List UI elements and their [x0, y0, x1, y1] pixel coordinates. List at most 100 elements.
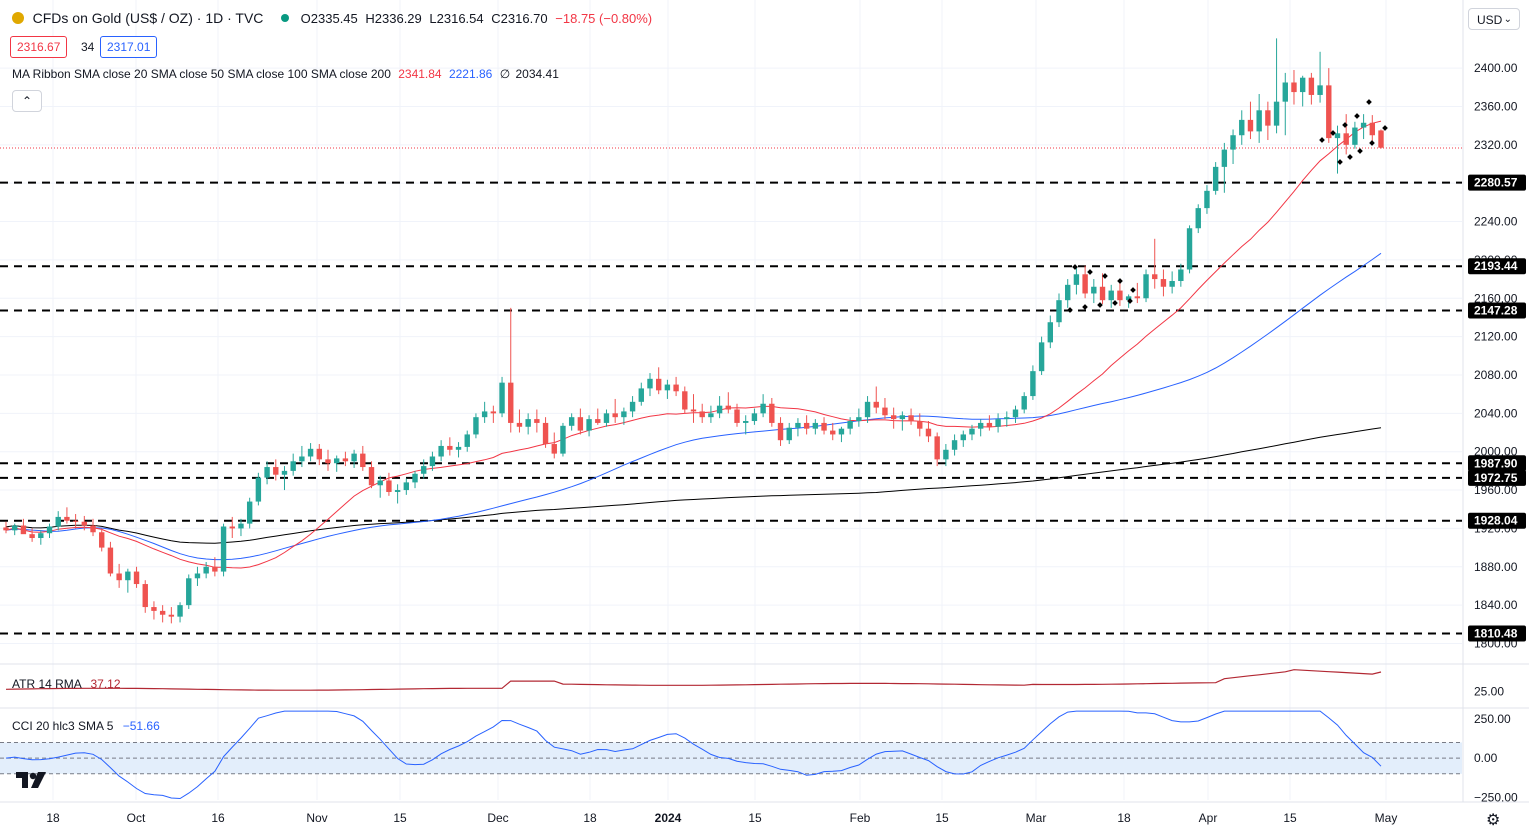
- candle-body: [1117, 290, 1123, 301]
- chevron-down-icon: ⌄: [1503, 14, 1512, 25]
- ma200-value: 2034.41: [515, 67, 559, 81]
- y-tick-label: 1880.00: [1474, 560, 1518, 574]
- close-value: C2316.70: [491, 11, 548, 26]
- flag-pattern-marker: [1337, 159, 1343, 165]
- y-tick-label: 2040.00: [1474, 406, 1518, 420]
- candle-body: [760, 403, 766, 414]
- y-tick-label: 2400.00: [1474, 61, 1518, 75]
- cci-legend[interactable]: CCI 20 hlc3 SMA 5 −51.66: [12, 719, 160, 733]
- symbol-title[interactable]: CFDs on Gold (US$ / OZ) · 1D · TVC: [32, 10, 264, 26]
- candle-body: [1108, 290, 1114, 301]
- candle-body: [960, 434, 966, 441]
- candle-body: [421, 466, 427, 474]
- x-tick-label: May: [1375, 811, 1398, 825]
- tradingview-logo[interactable]: [16, 772, 48, 794]
- candle-body: [847, 421, 853, 429]
- candle-body: [612, 413, 618, 418]
- atr-tick-label: 25.00: [1474, 685, 1504, 699]
- candle-body: [1056, 300, 1062, 323]
- candle-body: [1012, 409, 1019, 418]
- candle-body: [1082, 274, 1088, 294]
- ask-price-box[interactable]: 2317.01: [100, 36, 158, 58]
- candle-body: [664, 384, 671, 391]
- candle-body: [1178, 269, 1184, 281]
- level-label: 1810.48: [1474, 626, 1518, 640]
- gear-icon[interactable]: ⚙: [1486, 812, 1501, 829]
- candle-body: [690, 409, 697, 412]
- candle-body: [46, 526, 53, 534]
- candle-body: [1212, 166, 1219, 191]
- candle-body: [229, 526, 235, 529]
- candle-body: [977, 422, 984, 429]
- candle-body: [1291, 82, 1297, 93]
- level-label: 1972.75: [1474, 471, 1518, 485]
- candle-body: [882, 407, 888, 416]
- level-label: 2193.44: [1474, 259, 1518, 273]
- flag-pattern-marker: [1366, 99, 1372, 105]
- y-tick-label: 2320.00: [1474, 138, 1518, 152]
- candle-body: [290, 461, 296, 471]
- candle-body: [995, 419, 1001, 427]
- candle-body: [394, 490, 401, 492]
- candle-body: [99, 532, 105, 548]
- currency-label: USD: [1477, 13, 1503, 27]
- candle-body: [1134, 296, 1141, 299]
- candle-body: [177, 605, 183, 617]
- candle-body: [3, 527, 9, 531]
- candle-body: [72, 520, 79, 522]
- collapse-legend-button[interactable]: ⌃: [12, 90, 42, 112]
- level-label: 1928.04: [1474, 514, 1518, 528]
- atr-legend[interactable]: ATR 14 RMA 37.12: [12, 677, 121, 691]
- bid-price-box[interactable]: 2316.67: [10, 36, 68, 58]
- cci-value: −51.66: [122, 719, 160, 733]
- candle-body: [1239, 119, 1245, 136]
- candle-body: [534, 419, 540, 423]
- candle-body: [360, 453, 366, 468]
- candle-body: [1247, 119, 1254, 132]
- level-label-box: [1468, 455, 1526, 472]
- cci-tick-label: −250.00: [1474, 790, 1518, 804]
- candle-body: [429, 456, 436, 467]
- candle-body: [107, 547, 114, 574]
- candle-body: [812, 422, 819, 429]
- currency-button[interactable]: USD ⌄: [1468, 8, 1520, 30]
- candle-body: [1230, 135, 1236, 150]
- candle-body: [595, 419, 601, 423]
- flag-pattern-marker: [1097, 302, 1103, 308]
- candle-body: [125, 571, 131, 581]
- flag-pattern-marker: [1342, 122, 1348, 128]
- flag-pattern-marker: [1072, 264, 1078, 270]
- candle-body: [673, 384, 679, 392]
- candle-body: [551, 444, 557, 454]
- x-tick-label: Feb: [850, 811, 871, 825]
- candle-body: [743, 421, 749, 423]
- open-value: O2335.45: [300, 11, 358, 26]
- candle-body: [986, 422, 993, 427]
- x-tick-label: 15: [393, 811, 407, 825]
- candle-body: [969, 428, 975, 435]
- candle-body: [220, 526, 227, 572]
- candle-body: [682, 391, 688, 410]
- candle-body: [803, 422, 810, 429]
- ma-ribbon-legend[interactable]: MA Ribbon SMA close 20 SMA close 50 SMA …: [12, 67, 559, 81]
- level-label-box: [1468, 258, 1526, 275]
- candle-body: [273, 467, 279, 475]
- y-tick-label: 2120.00: [1474, 330, 1518, 344]
- candle-body: [299, 456, 305, 462]
- candle-body: [377, 480, 383, 486]
- candle-body: [1317, 85, 1323, 95]
- level-label: 2280.57: [1474, 176, 1518, 190]
- candle-body: [1186, 228, 1193, 270]
- candle-body: [116, 573, 122, 581]
- flag-pattern-marker: [1130, 287, 1136, 293]
- candle-body: [708, 413, 714, 418]
- candle-body: [159, 610, 166, 615]
- chevron-up-icon: ⌃: [21, 94, 33, 108]
- y-tick-label: 2360.00: [1474, 99, 1518, 113]
- candle-body: [325, 459, 331, 464]
- candle-body: [830, 430, 836, 435]
- candle-body: [795, 422, 801, 428]
- candle-body: [908, 415, 914, 422]
- candle-body: [333, 458, 340, 464]
